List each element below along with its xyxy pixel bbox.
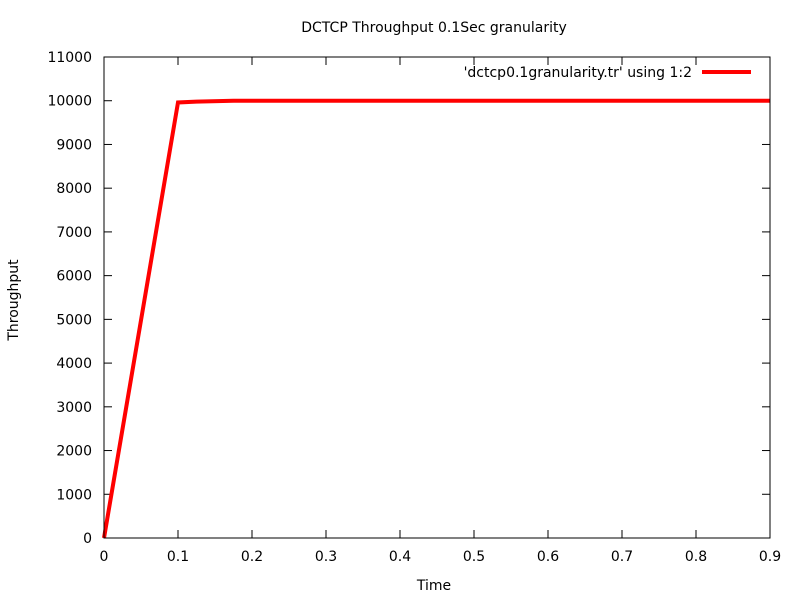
x-tick-label: 0.6 [537,549,559,565]
series-line [102,98,770,539]
x-tick-label: 0.3 [315,549,337,565]
x-tick-label: 0.2 [241,549,263,565]
x-tick-label: 0.7 [611,549,633,565]
y-tick-label: 9000 [56,137,92,153]
y-axis-label: Throughput [6,259,22,342]
y-tick-label: 10000 [47,94,92,110]
legend: 'dctcp0.1granularity.tr' using 1:2 [464,65,751,81]
y-tick-label: 0 [83,531,92,547]
series-layer [102,98,770,539]
x-tick-label: 0.9 [759,549,781,565]
x-tick-label: 0.5 [463,549,485,565]
y-tick-label: 7000 [56,225,92,241]
y-tick-label: 2000 [56,444,92,460]
y-axis-ticks: 0 1000 2000 3000 4000 5000 6000 7000 8000 9000 100… [47,50,770,547]
plot-frame [103,56,771,539]
y-tick-label: 8000 [56,181,92,197]
y-tick-label: 3000 [56,400,92,416]
y-tick-label: 1000 [56,487,92,503]
y-tick-label: 6000 [56,269,92,285]
chart-title: DCTCP Throughput 0.1Sec granularity [301,20,567,36]
y-tick-label: 11000 [47,50,92,66]
x-tick-label: 0 [100,549,109,565]
x-tick-label: 0.1 [167,549,189,565]
x-tick-label: 0.8 [685,549,707,565]
legend-label: 'dctcp0.1granularity.tr' using 1:2 [464,65,692,81]
y-tick-label: 5000 [56,312,92,328]
x-axis-label: Time [416,578,451,594]
x-tick-label: 0.4 [389,549,411,565]
y-tick-label: 4000 [56,356,92,372]
